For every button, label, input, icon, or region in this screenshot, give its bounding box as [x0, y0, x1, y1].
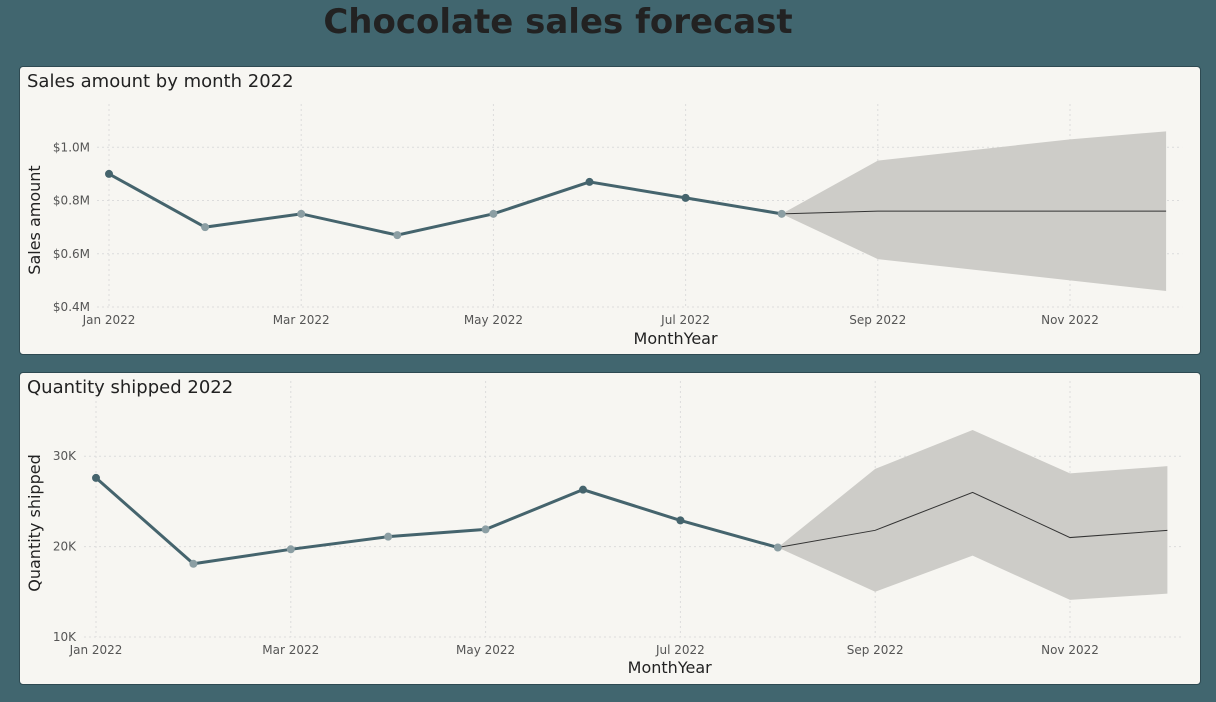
page-title: Chocolate sales forecast [323, 2, 793, 42]
data-point [777, 209, 786, 218]
data-point [92, 473, 100, 482]
data-point [489, 209, 498, 218]
data-point [773, 543, 782, 552]
y-tick-label: $0.8M [53, 194, 90, 208]
x-axis-title: MonthYear [628, 658, 712, 677]
data-point [579, 485, 587, 494]
y-tick-label: $1.0M [53, 140, 90, 154]
chart-title: Quantity shipped 2022 [27, 377, 234, 398]
y-tick-label: 20K [53, 540, 77, 554]
x-tick-label: Jul 2022 [655, 643, 705, 657]
x-tick-label: Jan 2022 [82, 313, 136, 327]
y-tick-label: 30K [53, 449, 77, 463]
x-tick-label: Jul 2022 [660, 313, 710, 327]
quantity-shipped-chart-panel[interactable]: Quantity shipped 2022 30K 20K 10K Jan 2022 M… [19, 372, 1201, 685]
data-point [384, 532, 393, 541]
forecast-line [777, 491, 1168, 548]
y-axis-title: Quantity shipped [25, 454, 44, 591]
data-point [681, 193, 690, 202]
data-point [481, 525, 490, 534]
series-line [108, 172, 782, 237]
x-tick-label: Nov 2022 [1041, 313, 1099, 327]
data-point [105, 169, 113, 178]
x-tick-label: May 2022 [464, 313, 523, 327]
y-tick-label: $0.6M [53, 247, 90, 261]
sales-amount-chart-panel[interactable]: Sales amount by month 2022 $1.0M $0.8M $0.… [19, 66, 1201, 355]
y-tick-label: $0.4M [53, 300, 90, 314]
data-point [297, 209, 306, 218]
x-tick-label: Nov 2022 [1041, 643, 1099, 657]
forecast-confidence-band [777, 429, 1168, 600]
x-tick-label: Mar 2022 [262, 643, 319, 657]
x-tick-label: Mar 2022 [273, 313, 330, 327]
data-point [676, 516, 685, 525]
chart-title: Sales amount by month 2022 [27, 71, 294, 92]
series-line [95, 476, 779, 566]
forecast-line [781, 210, 1167, 215]
y-tick-label: 10K [53, 630, 77, 644]
x-tick-label: May 2022 [456, 643, 515, 657]
data-point [286, 545, 295, 554]
data-point [201, 223, 210, 232]
x-axis-title: MonthYear [634, 329, 718, 348]
data-point [189, 559, 198, 568]
data-point [585, 177, 594, 186]
x-tick-label: Sep 2022 [847, 643, 904, 657]
y-axis-title: Sales amount [25, 165, 44, 274]
x-tick-label: Jan 2022 [69, 643, 123, 657]
data-point [393, 231, 402, 240]
x-tick-label: Sep 2022 [849, 313, 906, 327]
